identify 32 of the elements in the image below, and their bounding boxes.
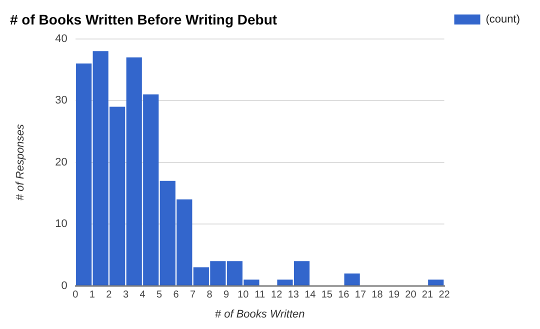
y-tick-label: 20	[55, 156, 68, 168]
x-tick-label: 0	[72, 290, 79, 301]
x-tick-label: 16	[338, 290, 350, 301]
legend-label: (count)	[486, 14, 520, 26]
chart-title: # of Books Written Before Writing Debut	[10, 11, 278, 28]
x-tick-label: 1	[89, 290, 96, 301]
x-tick-label: 22	[438, 290, 450, 301]
y-tick-label: 40	[55, 32, 68, 45]
y-tick-label: 10	[55, 218, 68, 230]
x-tick-label: 11	[254, 290, 266, 301]
x-tick-label: 12	[271, 290, 283, 301]
y-axis-title: # of Responses	[14, 124, 27, 201]
y-tick-label: 0	[61, 280, 68, 292]
y-tick-label: 30	[55, 94, 68, 107]
x-tick-label: 21	[422, 290, 434, 301]
x-tick-label: 9	[224, 290, 230, 301]
x-tick-label: 15	[321, 290, 333, 301]
x-tick-label: 2	[106, 290, 112, 301]
x-tick-label: 10	[238, 290, 250, 301]
x-tick-label: 14	[304, 290, 316, 301]
x-tick-label: 5	[156, 290, 162, 301]
x-tick-label: 19	[388, 290, 400, 301]
x-tick-label: 6	[173, 290, 180, 301]
x-tick-label: 20	[405, 290, 417, 301]
x-tick-label: 13	[288, 290, 300, 301]
x-tick-label: 8	[206, 290, 213, 301]
x-axis-title: # of Books Written	[214, 308, 305, 320]
x-tick-label: 18	[372, 290, 384, 301]
x-tick-label: 17	[354, 290, 366, 301]
x-tick-label: 7	[190, 290, 196, 301]
x-tick-label: 3	[122, 290, 129, 301]
x-tick-label: 4	[140, 290, 146, 301]
